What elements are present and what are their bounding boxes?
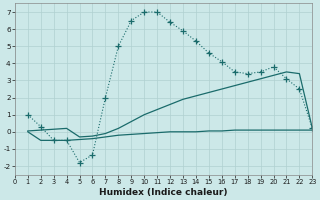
- X-axis label: Humidex (Indice chaleur): Humidex (Indice chaleur): [100, 188, 228, 197]
